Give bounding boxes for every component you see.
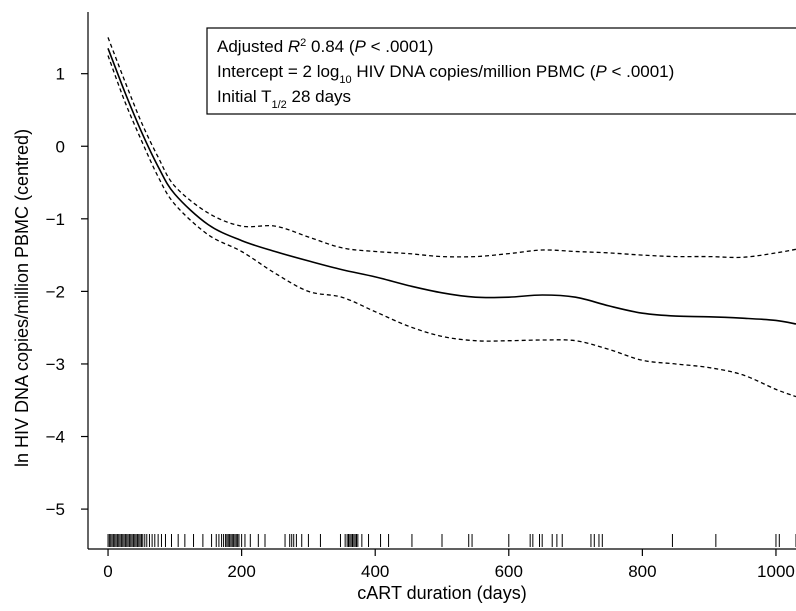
x-tick-label: 800 [628, 562, 656, 581]
y-tick-label: 1 [56, 65, 65, 84]
x-tick-label: 0 [103, 562, 112, 581]
x-tick-label: 200 [227, 562, 255, 581]
x-tick-label: 400 [361, 562, 389, 581]
x-axis-label: cART duration (days) [357, 583, 526, 603]
annotation-line-2: Intercept = 2 log10 HIV DNA copies/milli… [217, 62, 674, 86]
series-lines [107, 37, 796, 398]
fit-line [107, 48, 796, 325]
y-tick-label: −2 [46, 282, 65, 301]
ci-line-1 [107, 37, 796, 259]
y-tick-label: 0 [56, 137, 65, 156]
annotation-line-3: Initial T1/2 28 days [217, 87, 351, 111]
y-axis-label: ln HIV DNA copies/million PBMC (centred) [12, 129, 32, 467]
ci-line-2 [107, 55, 796, 398]
x-tick-label: 1000 [757, 562, 795, 581]
annotation-line-1: Adjusted R2 0.84 (P < .0001) [217, 37, 433, 56]
annotation-frame [206, 27, 796, 115]
x-tick-label: 600 [495, 562, 523, 581]
y-tick-label: −3 [46, 355, 65, 374]
y-tick-label: −4 [46, 428, 65, 447]
rug-marks [107, 534, 796, 547]
annotation-box: Adjusted R2 0.84 (P < .0001) Intercept =… [206, 27, 796, 115]
axes: 1 0 −1 −2 −3 −4 −5 0 200 400 600 800 1000 [46, 12, 796, 581]
y-tick-label: −1 [46, 210, 65, 229]
y-tick-label: −5 [46, 500, 65, 519]
